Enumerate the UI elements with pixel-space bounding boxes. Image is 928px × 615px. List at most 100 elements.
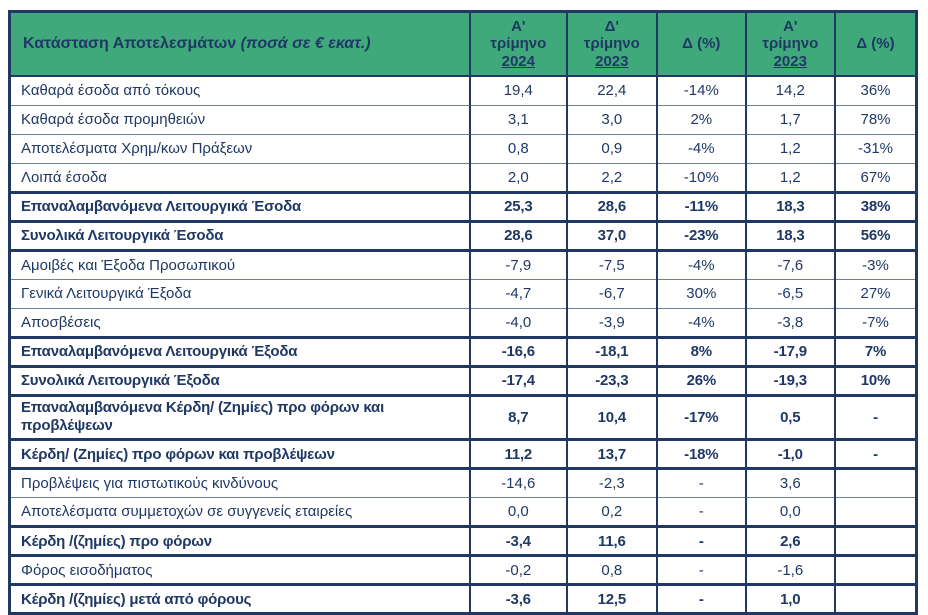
value-cell: -18,1 (565, 335, 659, 368)
value-cell: 0,2 (565, 497, 659, 527)
column-header-line: Δ (%) (682, 35, 721, 53)
row-label: Καθαρά έσοδα προμηθειών (8, 104, 472, 135)
value-cell: -1,0 (744, 438, 837, 470)
value-cell: 30% (656, 278, 747, 309)
value-cell: 28,6 (565, 190, 659, 223)
table-row: Επαναλαμβανόμενα Κέρδη/ (Ζημίες) προ φόρ… (8, 393, 918, 441)
value-cell: - (834, 438, 918, 470)
value-cell: 11,2 (469, 438, 568, 470)
row-label: Καθαρά έσοδα από τόκους (8, 75, 472, 106)
table-row: Προβλέψεις για πιστωτικούς κινδύνους -14,… (8, 468, 918, 498)
income-statement-table: Κατάσταση Αποτελεσμάτων (ποσά σε € εκατ.… (8, 10, 918, 615)
value-cell: - (656, 583, 747, 615)
column-header-line: Α' (511, 18, 526, 36)
row-label: Συνολικά Λειτουργικά Έξοδα (8, 364, 472, 397)
table-row: Αμοιβές και Έξοδα Προσωπικού -7,9 -7,5 -4% -… (8, 249, 918, 280)
row-label: Επαναλαμβανόμενα Λειτουργικά Έξοδα (8, 335, 472, 368)
table-row: Αποσβέσεις -4,0 -3,9 -4% -3,8 -7% (8, 307, 918, 338)
value-cell: -3,9 (565, 307, 659, 338)
table-title: Κατάσταση Αποτελεσμάτων (ποσά σε € εκατ.… (8, 10, 472, 77)
column-header: Δ (%) (834, 10, 918, 77)
value-cell: 0,0 (744, 497, 837, 527)
value-cell: -7,5 (565, 249, 659, 280)
table-row: Συνολικά Λειτουργικά Έξοδα -17,4 -23,3 26% -… (8, 364, 918, 397)
table-row: Αποτελέσματα Χρημ/κων Πράξεων 0,8 0,9 -4% 1,… (8, 133, 918, 164)
value-cell: -3,8 (744, 307, 837, 338)
value-cell: 25,3 (469, 190, 568, 223)
column-header-year: 2024 (501, 52, 535, 70)
table-body: Καθαρά έσοδα από τόκους 19,4 22,4 -14% 14,2 3… (8, 75, 918, 615)
value-cell: 67% (834, 162, 918, 193)
table-row: Συνολικά Λειτουργικά Έσοδα 28,6 37,0 -23% 18… (8, 219, 918, 252)
table-row: Γενικά Λειτουργικά Έξοδα -4,7 -6,7 30% -6,5 2… (8, 278, 918, 309)
value-cell: -17,9 (744, 335, 837, 368)
value-cell: -1,6 (744, 555, 837, 585)
value-cell: 0,5 (744, 393, 837, 441)
value-cell: 0,9 (565, 133, 659, 164)
column-header-line: τρίμηνο (490, 35, 547, 53)
value-cell (834, 583, 918, 615)
value-cell (834, 468, 918, 498)
table-row: Φόρος εισοδήματος -0,2 0,8- -1,6 (8, 555, 918, 585)
column-header: Δ (%) (656, 10, 747, 77)
row-label: Λοιπά έσοδα (8, 162, 472, 193)
value-cell: 78% (834, 104, 918, 135)
value-cell: -4% (656, 307, 747, 338)
value-cell: - (656, 497, 747, 527)
row-label: Αποσβέσεις (8, 307, 472, 338)
value-cell: 3,1 (469, 104, 568, 135)
value-cell: -2,3 (565, 468, 659, 498)
row-label: Αμοιβές και Έξοδα Προσωπικού (8, 249, 472, 280)
value-cell: -6,5 (744, 278, 837, 309)
column-header: Α' τρίμηνο 2024 (469, 10, 568, 77)
value-cell: -0,2 (469, 555, 568, 585)
value-cell: -3% (834, 249, 918, 280)
table-row: Καθαρά έσοδα από τόκους 19,4 22,4 -14% 14,2 3… (8, 75, 918, 106)
table-header-row: Κατάσταση Αποτελεσμάτων (ποσά σε € εκατ.… (8, 10, 918, 77)
column-header-line: τρίμηνο (762, 35, 819, 53)
value-cell: -4,0 (469, 307, 568, 338)
value-cell: -14,6 (469, 468, 568, 498)
value-cell: -3,6 (469, 583, 568, 615)
value-cell: 13,7 (565, 438, 659, 470)
column-header: Α' τρίμηνο 2023 (744, 10, 837, 77)
row-label: Γενικά Λειτουργικά Έξοδα (8, 278, 472, 309)
value-cell: -7% (834, 307, 918, 338)
table-row: Καθαρά έσοδα προμηθειών 3,1 3,0 2% 1,7 78% (8, 104, 918, 135)
value-cell: 19,4 (469, 75, 568, 106)
column-header-line: τρίμηνο (583, 35, 640, 53)
value-cell: 12,5 (565, 583, 659, 615)
table-row: Επαναλαμβανόμενα Λειτουργικά Έξοδα -16,6-… (8, 335, 918, 368)
value-cell: -6,7 (565, 278, 659, 309)
value-cell: 0,8 (469, 133, 568, 164)
value-cell: 22,4 (565, 75, 659, 106)
table-row: Κέρδη /(ζημίες) προ φόρων -3,4 11,6-2,6 (8, 525, 918, 557)
value-cell: -18% (656, 438, 747, 470)
value-cell: 37,0 (565, 219, 659, 252)
column-header-year: 2023 (773, 52, 807, 70)
row-label: Επαναλαμβανόμενα Κέρδη/ (Ζημίες) προ φόρ… (8, 393, 472, 441)
value-cell: 1,7 (744, 104, 837, 135)
value-cell: 3,0 (565, 104, 659, 135)
value-cell: 28,6 (469, 219, 568, 252)
table-title-main: Κατάσταση Αποτελεσμάτων (23, 34, 237, 52)
value-cell: 2,2 (565, 162, 659, 193)
table-row: Κέρδη/ (Ζημίες) προ φόρων και προβλέψεων… (8, 438, 918, 470)
value-cell: - (656, 525, 747, 557)
row-label: Αποτελέσματα συμμετοχών σε συγγενείς ετα… (8, 497, 472, 527)
value-cell (834, 497, 918, 527)
value-cell: 36% (834, 75, 918, 106)
value-cell: 11,6 (565, 525, 659, 557)
table-row: Αποτελέσματα συμμετοχών σε συγγενείς ετα… (8, 497, 918, 527)
row-label: Αποτελέσματα Χρημ/κων Πράξεων (8, 133, 472, 164)
value-cell: - (656, 555, 747, 585)
value-cell: 2,6 (744, 525, 837, 557)
column-header-line: Δ (%) (856, 35, 895, 53)
value-cell: 38% (834, 190, 918, 223)
value-cell: 1,2 (744, 162, 837, 193)
row-label: Κέρδη /(ζημίες) προ φόρων (8, 525, 472, 557)
value-cell: 1,0 (744, 583, 837, 615)
value-cell: -4,7 (469, 278, 568, 309)
table-row: Κέρδη /(ζημίες) μετά από φόρους -3,6 12,5-… (8, 583, 918, 615)
value-cell: -10% (656, 162, 747, 193)
